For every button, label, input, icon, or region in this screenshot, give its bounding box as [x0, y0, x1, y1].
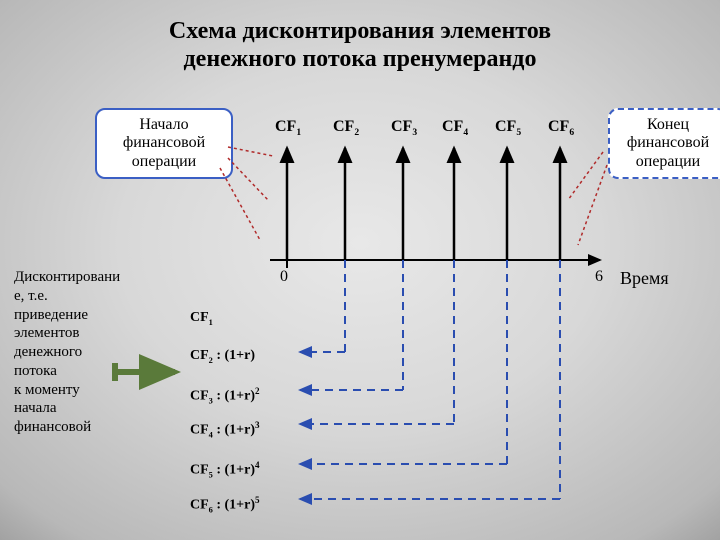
- cf-label-1: CF1: [275, 118, 301, 138]
- cf-label-3: CF3: [391, 118, 417, 138]
- title-line1: Схема дисконтирования элементов: [0, 18, 720, 46]
- left-description: Дисконтирование, т.е.приведениеэлементов…: [14, 268, 120, 437]
- callout-start: Началофинансовойоперации: [95, 108, 233, 179]
- cf-label-6: CF6: [548, 118, 574, 138]
- axis-label-time: Время: [620, 268, 669, 289]
- formula-4: CF4 : (1+r)3: [190, 420, 260, 439]
- cf-label-2: CF2: [333, 118, 359, 138]
- page-title: Схема дисконтирования элементов денежног…: [0, 18, 720, 73]
- callout-end: Конецфинансовойоперации: [608, 108, 720, 179]
- formula-6: CF6 : (1+r)5: [190, 495, 260, 514]
- formula-1: CF1: [190, 310, 213, 327]
- formula-3: CF3 : (1+r)2: [190, 386, 260, 405]
- formula-5: CF5 : (1+r)4: [190, 460, 260, 479]
- cf-label-4: CF4: [442, 118, 468, 138]
- formula-2: CF2 : (1+r): [190, 348, 255, 365]
- axis-label-zero: 0: [280, 268, 288, 286]
- title-line2: денежного потока пренумерандо: [0, 46, 720, 74]
- axis-label-six: 6: [595, 268, 603, 286]
- cf-label-5: CF5: [495, 118, 521, 138]
